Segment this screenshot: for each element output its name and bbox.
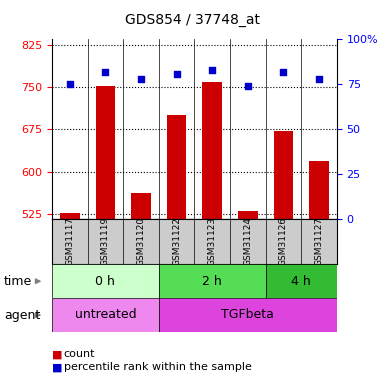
Bar [159,298,337,332]
Bar [60,213,80,219]
Bar [203,82,222,219]
Text: GSM31127: GSM31127 [315,217,323,266]
Text: time: time [4,275,32,288]
Point [138,76,144,82]
Text: count: count [64,350,95,359]
Point [67,81,73,87]
Point [245,83,251,89]
Bar [131,193,151,219]
Bar [95,86,115,219]
Point [280,69,286,75]
Point [174,70,180,76]
Text: agent: agent [4,309,40,321]
Bar [309,161,329,219]
Text: GSM31122: GSM31122 [172,217,181,266]
Point [209,67,215,73]
Text: GSM31117: GSM31117 [65,217,74,267]
Text: GSM31124: GSM31124 [243,217,252,266]
Bar [266,264,337,298]
Text: GSM31119: GSM31119 [101,217,110,267]
Text: GSM31123: GSM31123 [208,217,217,266]
Text: GSM31120: GSM31120 [137,217,146,266]
Text: 0 h: 0 h [95,275,116,288]
Text: ■: ■ [52,350,62,359]
Bar [52,264,159,298]
Bar [167,116,186,219]
Point [316,76,322,82]
Text: TGFbeta: TGFbeta [221,309,274,321]
Text: GSM31126: GSM31126 [279,217,288,266]
Point [102,69,109,75]
Text: 4 h: 4 h [291,275,311,288]
Bar [52,298,159,332]
Text: ■: ■ [52,363,62,372]
Bar [159,264,266,298]
Text: 2 h: 2 h [203,275,222,288]
Bar [238,211,258,219]
Text: percentile rank within the sample: percentile rank within the sample [64,363,251,372]
Text: untreated: untreated [75,309,136,321]
Bar [274,131,293,219]
Text: GDS854 / 37748_at: GDS854 / 37748_at [125,13,260,27]
